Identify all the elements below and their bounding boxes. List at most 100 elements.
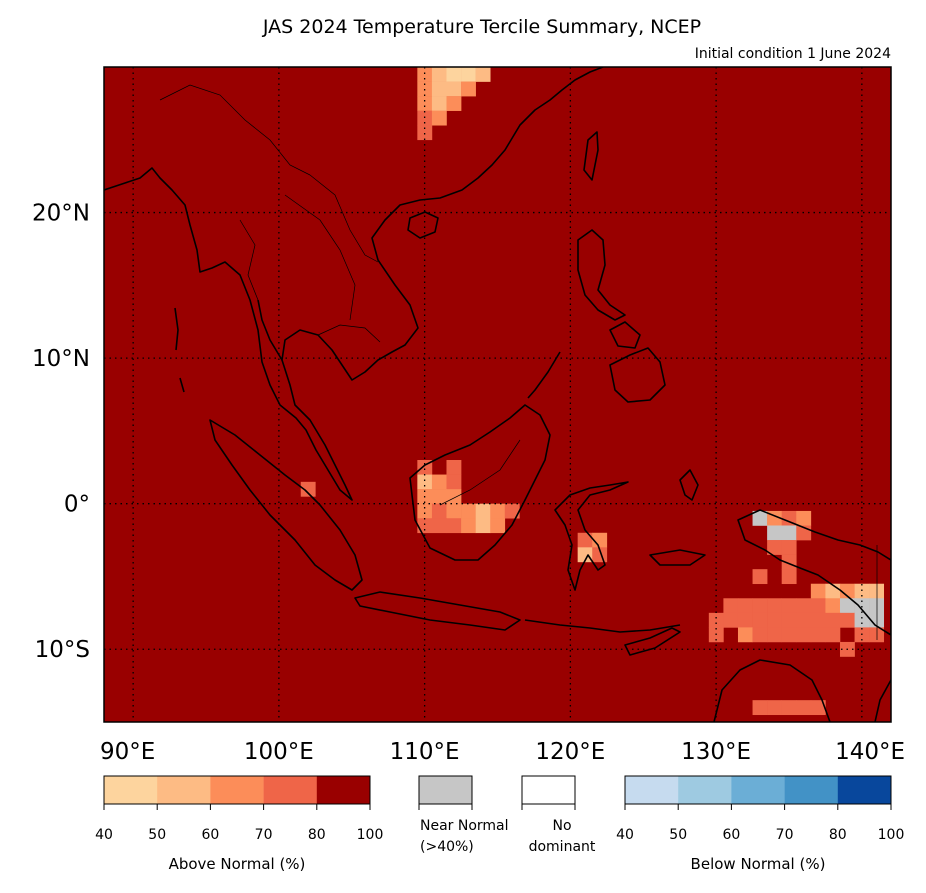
anomaly-cell bbox=[446, 503, 462, 519]
anomaly-cell bbox=[300, 481, 316, 497]
lon-tick-label: 130°E bbox=[681, 739, 751, 765]
coastline-andaman bbox=[174, 307, 179, 351]
coastline-borneo bbox=[409, 404, 551, 561]
anomaly-cell bbox=[490, 518, 506, 534]
anomaly-cell bbox=[825, 627, 841, 643]
anomaly-cell bbox=[767, 540, 782, 555]
anomaly-cell bbox=[417, 81, 433, 97]
coastline-seram bbox=[649, 549, 706, 566]
anomaly-cell bbox=[708, 612, 724, 628]
anomaly-cell bbox=[781, 540, 797, 555]
colorbar-segment bbox=[316, 776, 371, 804]
anomaly-cell bbox=[417, 125, 433, 141]
colorbar-tick-label: 60 bbox=[201, 827, 219, 843]
coastline-mindanao bbox=[609, 347, 666, 403]
no-dominant-swatch bbox=[521, 775, 576, 805]
coastline-halmahera bbox=[679, 469, 699, 501]
anomaly-cell bbox=[767, 700, 782, 716]
anomaly-cell bbox=[752, 612, 768, 628]
map-title: JAS 2024 Temperature Tercile Summary, NC… bbox=[262, 16, 702, 38]
gridlines bbox=[104, 67, 891, 722]
anomaly-cell bbox=[839, 598, 855, 614]
anomaly-cell bbox=[446, 518, 462, 534]
anomaly-cell bbox=[431, 96, 447, 111]
colorbar-tick-label: 40 bbox=[616, 827, 634, 843]
coastline-cape-york bbox=[874, 679, 891, 722]
anomaly-cell bbox=[431, 67, 447, 82]
anomaly-cell bbox=[446, 81, 462, 97]
anomaly-cell bbox=[446, 489, 462, 504]
anomaly-cell bbox=[810, 700, 826, 716]
colorbar-above-normal: 40 50 60 70 80 100 Above Normal (%) bbox=[95, 775, 383, 873]
coastline-visayas bbox=[609, 321, 641, 349]
coastline-luzon bbox=[577, 229, 626, 321]
anomaly-cell bbox=[475, 67, 491, 82]
colorbar-segment bbox=[263, 776, 318, 804]
anomaly-cell bbox=[490, 503, 506, 519]
colorbar-segment bbox=[837, 776, 892, 804]
anomaly-cell bbox=[810, 612, 826, 628]
anomaly-cell bbox=[752, 510, 768, 526]
anomaly-cell bbox=[417, 474, 433, 490]
anomaly-cell bbox=[431, 474, 447, 490]
anomaly-cell bbox=[825, 612, 841, 628]
anomaly-cell bbox=[446, 96, 462, 111]
anomaly-cell bbox=[839, 583, 855, 599]
colorbar-tick-label: 80 bbox=[829, 827, 847, 843]
anomaly-cell bbox=[752, 627, 768, 643]
lon-tick-label: 110°E bbox=[390, 739, 460, 765]
coastline-java bbox=[354, 591, 521, 631]
colorbar-tick-label: 70 bbox=[776, 827, 794, 843]
anomaly-cell bbox=[767, 627, 782, 643]
colorbar-tick-label: 70 bbox=[255, 827, 273, 843]
colorbar-segment bbox=[157, 776, 211, 804]
anomaly-cell bbox=[504, 503, 520, 519]
anomaly-cell bbox=[431, 489, 447, 504]
anomaly-cell bbox=[446, 460, 462, 475]
anomaly-cell bbox=[446, 474, 462, 490]
anomaly-cell bbox=[577, 532, 593, 548]
near-normal-swatch bbox=[418, 775, 473, 805]
anomaly-cell bbox=[431, 518, 447, 534]
lon-tick-label: 120°E bbox=[535, 739, 605, 765]
colorbar-tick-label: 50 bbox=[669, 827, 687, 843]
anomaly-cell bbox=[810, 583, 826, 599]
anomaly-cell bbox=[752, 569, 768, 585]
lat-tick-label: 20°N bbox=[32, 201, 90, 227]
anomaly-cell bbox=[869, 612, 885, 628]
anomaly-cell bbox=[417, 518, 433, 534]
coastline-timor bbox=[624, 627, 681, 656]
anomaly-cell bbox=[825, 598, 841, 614]
colorbar-title: Below Normal (%) bbox=[691, 855, 826, 873]
border-borneo bbox=[439, 439, 521, 506]
colorbar-segment bbox=[731, 776, 785, 804]
anomaly-cell bbox=[431, 110, 447, 126]
anomaly-cell bbox=[723, 612, 739, 628]
anomaly-cell bbox=[781, 627, 797, 643]
lat-tick-label: 10°N bbox=[32, 346, 90, 372]
no-dominant-sublabel: dominant bbox=[529, 839, 596, 855]
anomaly-cell bbox=[461, 81, 476, 97]
anomaly-cell bbox=[767, 612, 782, 628]
anomaly-cell bbox=[752, 598, 768, 614]
coastline-palawan bbox=[527, 351, 561, 399]
colorbar-segment bbox=[784, 776, 839, 804]
coastline-sulawesi bbox=[554, 481, 629, 591]
anomaly-cell bbox=[577, 547, 593, 563]
anomaly-cell bbox=[461, 503, 476, 519]
anomaly-cell bbox=[781, 700, 797, 716]
coastline-sumatra bbox=[209, 419, 363, 591]
anomaly-cell bbox=[767, 525, 782, 541]
anomaly-cell bbox=[417, 96, 433, 111]
anomaly-cell bbox=[781, 510, 797, 526]
near-normal-sublabel: (>40%) bbox=[420, 839, 474, 855]
anomaly-cell bbox=[431, 503, 447, 519]
anomaly-cell bbox=[767, 598, 782, 614]
anomaly-cell bbox=[810, 598, 826, 614]
anomaly-cell bbox=[854, 583, 870, 599]
border-laos bbox=[309, 174, 379, 263]
coastlines bbox=[104, 67, 891, 722]
colorbar-tick-label: 40 bbox=[95, 827, 113, 843]
lat-tick-label: 10°S bbox=[35, 637, 90, 663]
